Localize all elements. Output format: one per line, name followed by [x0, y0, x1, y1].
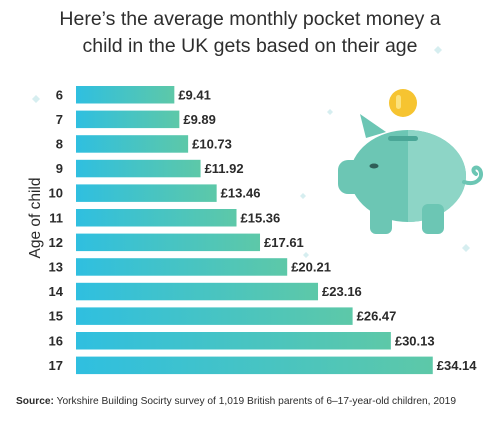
category-label: 6 [56, 87, 63, 102]
value-label: £26.47 [357, 309, 397, 324]
sparkle-icon [303, 252, 309, 258]
value-label: £30.13 [395, 333, 435, 348]
source-note: Source: Yorkshire Building Socirty surve… [16, 396, 496, 407]
category-label: 8 [56, 136, 63, 151]
category-label: 13 [49, 259, 63, 274]
bar [76, 307, 353, 325]
sparkle-icon [327, 109, 333, 115]
value-label: £9.41 [178, 87, 211, 102]
category-label: 16 [49, 333, 63, 348]
chart-title-line-1: Here’s the average monthly pocket money … [59, 8, 441, 30]
source-label: Source: [16, 396, 54, 407]
sparkle-icon [32, 95, 40, 103]
bar [76, 233, 261, 252]
category-label: 12 [49, 235, 63, 250]
value-label: £15.36 [241, 210, 281, 225]
bar [76, 356, 433, 375]
sparkle-icon [434, 46, 442, 54]
value-label: £11.92 [205, 161, 244, 176]
bar [76, 135, 189, 153]
bar [76, 332, 391, 350]
category-label: 10 [49, 186, 63, 201]
piggy-bank-icon [338, 89, 483, 234]
category-label: 14 [49, 284, 64, 299]
bar [76, 184, 217, 202]
bars-group: 6 £9.41 7 £9.89 8 £10.73 9 £11.92 10 £13.46 11 £15.… [49, 86, 478, 375]
bar [76, 159, 201, 178]
chart-title: Here’s the average monthly pocket money … [0, 6, 500, 60]
value-label: £10.73 [192, 136, 232, 151]
value-label: £17.61 [264, 235, 304, 250]
source-text: Yorkshire Building Socirty survey of 1,0… [56, 396, 457, 407]
category-label: 17 [49, 358, 63, 373]
value-label: £20.21 [291, 259, 331, 274]
coin-icon [389, 89, 417, 117]
category-label: 11 [49, 210, 63, 225]
sparkle-icon [462, 244, 470, 252]
sparkle-icon [300, 193, 306, 199]
bar [76, 258, 288, 276]
category-label: 9 [56, 161, 63, 176]
value-label: £9.89 [183, 112, 216, 127]
bar [76, 86, 175, 104]
value-label: £34.14 [437, 358, 478, 373]
bar [76, 209, 237, 227]
bar [76, 282, 319, 301]
category-label: 7 [56, 112, 63, 127]
value-label: £23.16 [322, 284, 362, 299]
value-label: £13.46 [221, 186, 261, 201]
chart-title-line-2: child in the UK gets based on their age [82, 35, 418, 57]
category-label: 15 [49, 309, 63, 324]
bar [76, 110, 180, 129]
